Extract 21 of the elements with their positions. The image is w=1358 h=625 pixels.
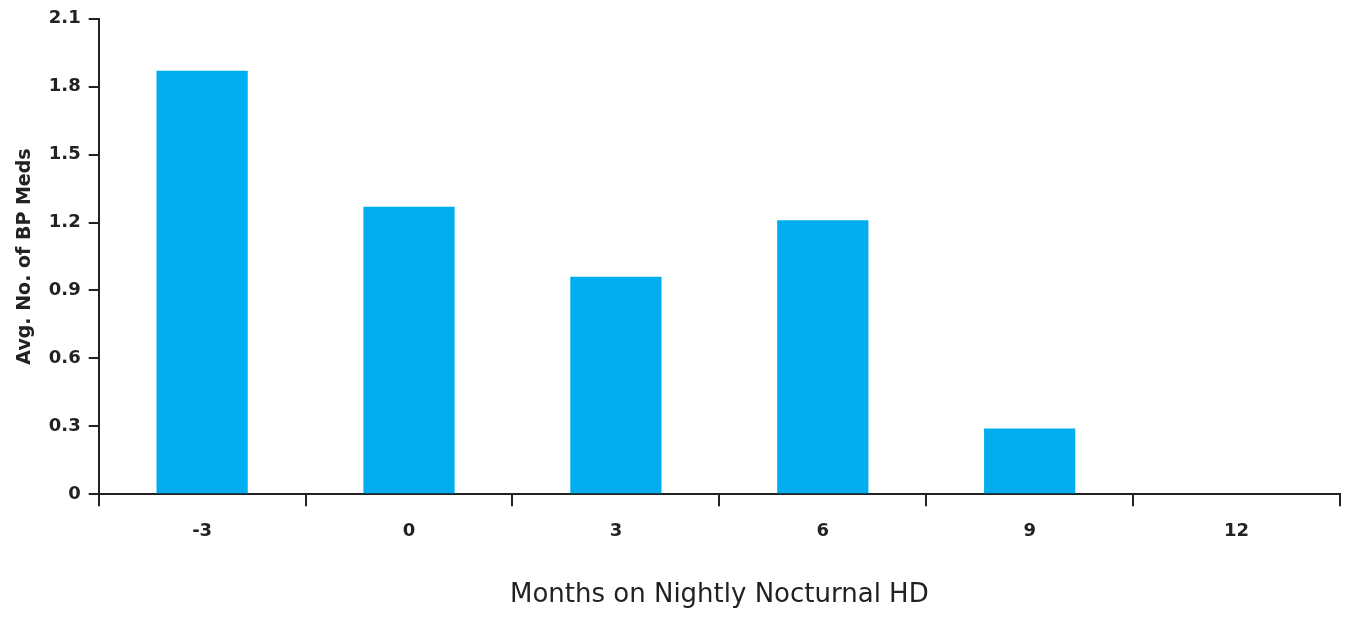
y-tick-label: 0 — [68, 481, 81, 503]
y-tick-label: 0.9 — [48, 278, 81, 300]
bar — [984, 428, 1076, 494]
x-tick-label: 3 — [609, 518, 623, 540]
y-tick-label: 1.8 — [48, 74, 81, 96]
y-tick-label: 2.1 — [48, 6, 81, 28]
bar — [156, 70, 248, 494]
y-tick-label: 1.2 — [48, 210, 81, 232]
x-tick-label: 0 — [402, 518, 416, 540]
y-tick-label: 0.6 — [48, 346, 81, 368]
x-tick-label: -3 — [192, 518, 213, 540]
x-axis-title: Months on Nightly Nocturnal HD — [509, 578, 929, 609]
bar — [570, 276, 662, 494]
y-tick-label: 0.3 — [48, 413, 81, 435]
y-axis-title: Avg. No. of BP Meds — [12, 148, 35, 365]
bar — [777, 220, 869, 494]
bar — [363, 206, 455, 494]
x-tick-label: 6 — [816, 518, 830, 540]
y-tick-label: 1.5 — [48, 142, 81, 164]
x-tick-label: 12 — [1224, 518, 1250, 540]
x-tick-label: 9 — [1023, 518, 1036, 540]
